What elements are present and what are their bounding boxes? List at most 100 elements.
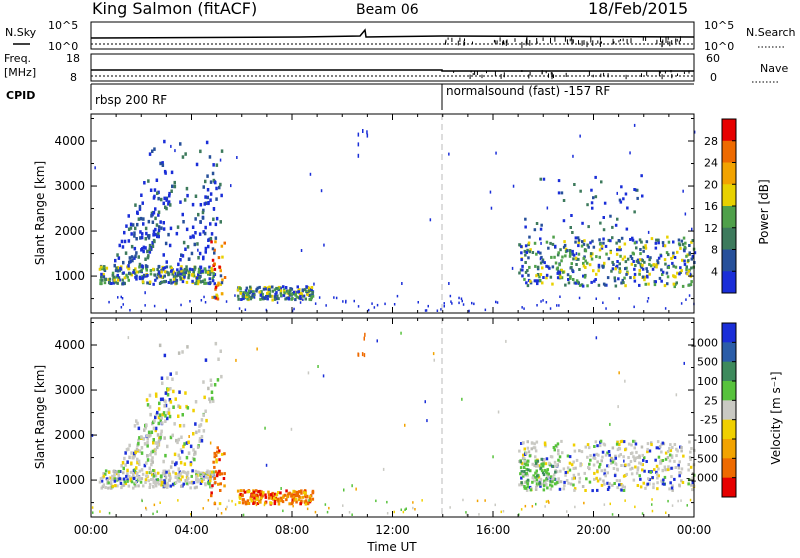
nave-mark <box>661 74 663 80</box>
nave-mark <box>659 70 661 74</box>
nave-label: Nave <box>760 62 788 75</box>
echo-cell <box>566 470 569 474</box>
echo-cell <box>460 297 463 300</box>
echo-cell <box>492 455 494 459</box>
y-tick-label: 1000 <box>54 473 85 487</box>
echo-cell <box>540 457 543 461</box>
echo-cell <box>252 502 255 505</box>
echo-cell <box>602 241 605 245</box>
colorbar-segment <box>722 458 736 479</box>
echo-cell <box>677 463 680 467</box>
echo-cell <box>163 266 167 270</box>
nave-noise-marks <box>453 70 690 80</box>
echo-cell <box>201 216 205 220</box>
echo-cell <box>294 293 297 296</box>
echo-cell <box>624 284 627 288</box>
echo-cell <box>280 487 282 490</box>
echo-cell <box>219 269 222 273</box>
echo-cell <box>635 259 639 263</box>
echo-cell <box>144 291 146 295</box>
echo-cell <box>153 419 156 423</box>
echo-cell <box>133 256 136 260</box>
echo-cell <box>140 468 144 472</box>
echo-cell <box>412 506 414 510</box>
echo-cell <box>533 442 536 446</box>
echo-cell <box>519 472 522 476</box>
echo-cell <box>206 195 209 200</box>
echo-cell <box>611 225 614 229</box>
echo-cell <box>244 289 248 293</box>
echo-cell <box>200 479 204 483</box>
echo-cell <box>549 487 553 491</box>
echo-cell <box>592 456 595 460</box>
echo-cell <box>163 353 167 358</box>
echo-cell <box>597 453 600 457</box>
echo-cell <box>109 476 112 480</box>
echo-cell <box>187 276 190 280</box>
echo-cell <box>520 476 523 480</box>
echo-cell <box>620 185 623 189</box>
echo-cell <box>675 447 678 451</box>
echo-cell <box>209 441 212 445</box>
echo-cell <box>559 469 562 473</box>
nave-mark <box>664 70 666 74</box>
echo-cell <box>629 151 631 155</box>
echo-cell <box>652 486 655 490</box>
echo-cell <box>219 349 222 353</box>
echo-cell <box>636 456 640 459</box>
colorbar-segment <box>722 119 736 142</box>
echo-cell <box>171 482 175 486</box>
echo-cell <box>201 210 205 215</box>
echo-cell <box>636 466 640 470</box>
echo-cell <box>680 449 683 453</box>
echo-cell <box>114 258 117 263</box>
echo-cell <box>173 422 176 426</box>
echo-cell <box>572 257 575 261</box>
echo-cell <box>589 458 592 462</box>
echo-cell <box>205 471 209 474</box>
echo-cell <box>648 262 651 266</box>
echo-cell <box>104 278 107 281</box>
echo-cell <box>144 304 146 307</box>
echo-cell <box>535 252 538 256</box>
echo-cell <box>653 283 657 287</box>
echo-cell <box>595 272 598 276</box>
echo-cell <box>218 185 221 190</box>
echo-cell <box>170 266 173 270</box>
echo-cell <box>138 449 142 453</box>
echo-cell <box>667 253 670 257</box>
echo-cell <box>117 296 119 299</box>
echo-cell <box>244 294 248 298</box>
echo-cell <box>615 479 619 483</box>
echo-cell <box>556 276 560 280</box>
echo-cell <box>606 451 609 455</box>
echo-cell <box>152 485 155 489</box>
echo-cell <box>522 474 525 478</box>
echo-cell <box>174 481 178 484</box>
echo-cell <box>212 274 215 278</box>
echo-cell <box>214 501 216 504</box>
echo-cell <box>693 251 697 255</box>
echo-cell <box>440 308 442 311</box>
echo-cell <box>169 465 173 469</box>
echo-cell <box>641 267 645 271</box>
echo-cell <box>534 461 538 465</box>
echo-cell <box>167 202 170 206</box>
echo-cell <box>586 203 589 207</box>
echo-cell <box>599 439 603 443</box>
echo-cell <box>558 270 562 274</box>
echo-cell <box>112 275 116 279</box>
echo-cell <box>663 258 667 262</box>
echo-cell <box>265 287 268 291</box>
nave-mark <box>688 70 690 74</box>
echo-cell <box>186 406 190 410</box>
echo-cell <box>541 464 545 468</box>
echo-cell <box>619 440 623 444</box>
echo-cell <box>589 252 593 256</box>
nave-mark <box>481 74 483 79</box>
echo-cell <box>136 472 139 475</box>
echo-cell <box>671 488 674 492</box>
echo-cell <box>131 223 135 227</box>
echo-cell <box>531 476 534 480</box>
echo-cell <box>99 278 102 282</box>
